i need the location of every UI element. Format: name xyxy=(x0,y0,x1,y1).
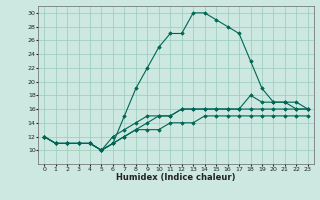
X-axis label: Humidex (Indice chaleur): Humidex (Indice chaleur) xyxy=(116,173,236,182)
